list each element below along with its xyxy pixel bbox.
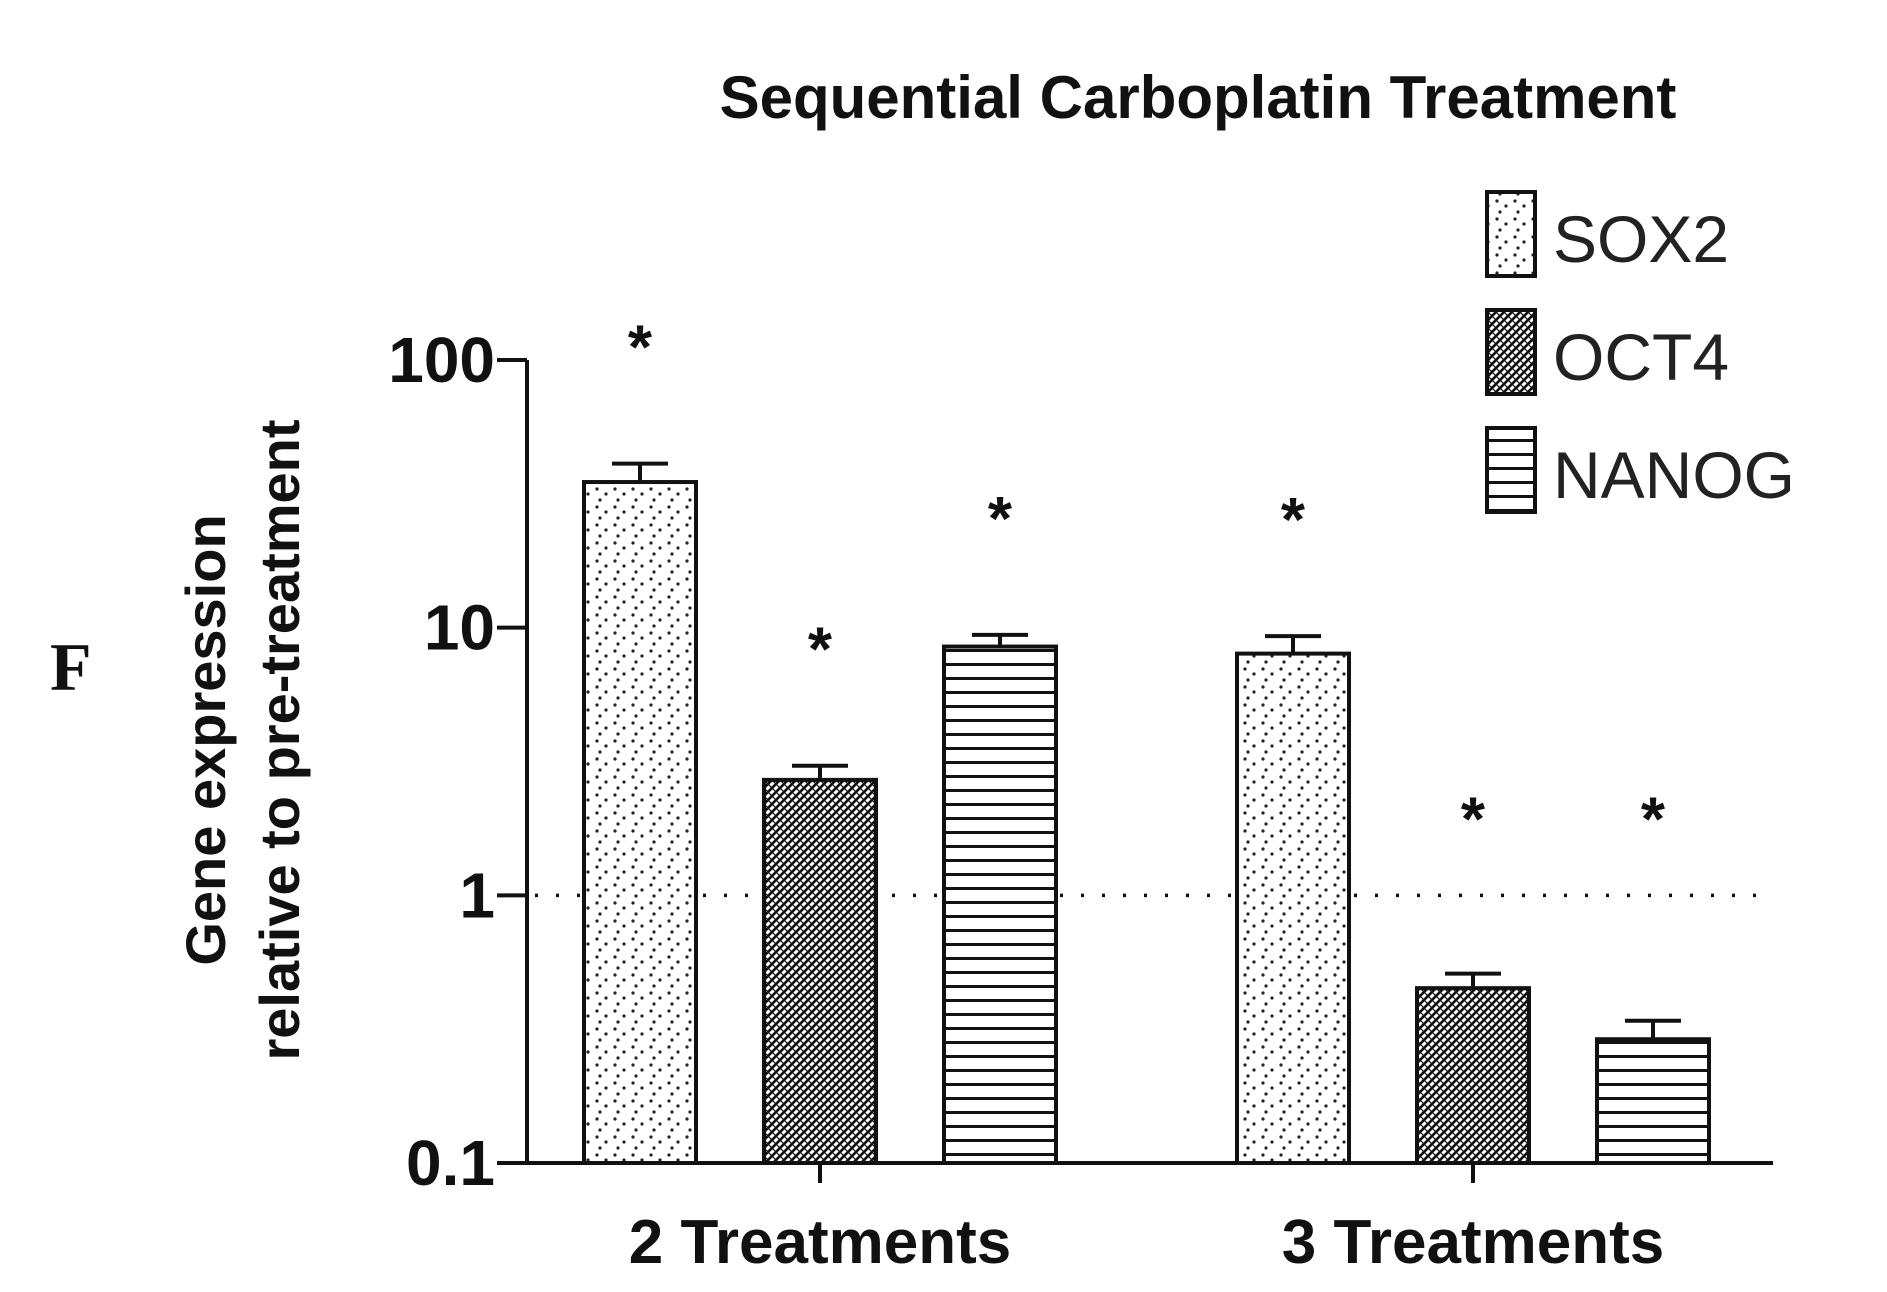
legend-swatch-oct4 (1485, 308, 1537, 396)
bar-nanog (942, 644, 1058, 1165)
y-axis-label-line1: Gene expression (174, 514, 237, 965)
legend-label: SOX2 (1553, 202, 1729, 276)
significance-star: * (628, 314, 653, 383)
y-axis-label: Gene expression relative to pre-treatmen… (174, 419, 311, 1060)
significance-star: * (988, 485, 1013, 554)
y-tick-label: 0.1 (406, 1127, 495, 1199)
y-tick-label: 1 (459, 859, 495, 931)
significance-star: * (1641, 785, 1666, 854)
y-axis-label-line2: relative to pre-treatment (248, 419, 311, 1060)
significance-star: * (808, 616, 833, 685)
legend-label: OCT4 (1553, 320, 1729, 394)
panel-label: F (50, 629, 92, 705)
bar-sox2 (582, 480, 698, 1165)
bar-sox2 (1235, 651, 1351, 1166)
legend-swatch-sox2 (1485, 190, 1537, 278)
x-category-label: 2 Treatments (629, 1208, 1012, 1277)
chart-title: Sequential Carboplatin Treatment (720, 64, 1677, 131)
bar-oct4 (1415, 986, 1531, 1166)
bar-oct4 (762, 777, 878, 1165)
significance-star: * (1281, 486, 1306, 555)
legend-label: NANOG (1553, 438, 1795, 512)
bars (582, 461, 1711, 1166)
significance-star: * (1461, 785, 1486, 854)
bar-nanog (1595, 1037, 1711, 1165)
y-tick-label: 10 (424, 592, 495, 664)
legend: SOX2 OCT4 NANOG (1485, 190, 1795, 514)
axes: 0.1 1 10 100 2 Treatments 3 Treatments (388, 324, 1773, 1277)
y-tick-label: 100 (388, 324, 495, 396)
x-category-label: 3 Treatments (1282, 1208, 1665, 1277)
significance-markers: * * * * * * (628, 314, 1666, 855)
legend-swatch-nanog (1485, 426, 1537, 514)
